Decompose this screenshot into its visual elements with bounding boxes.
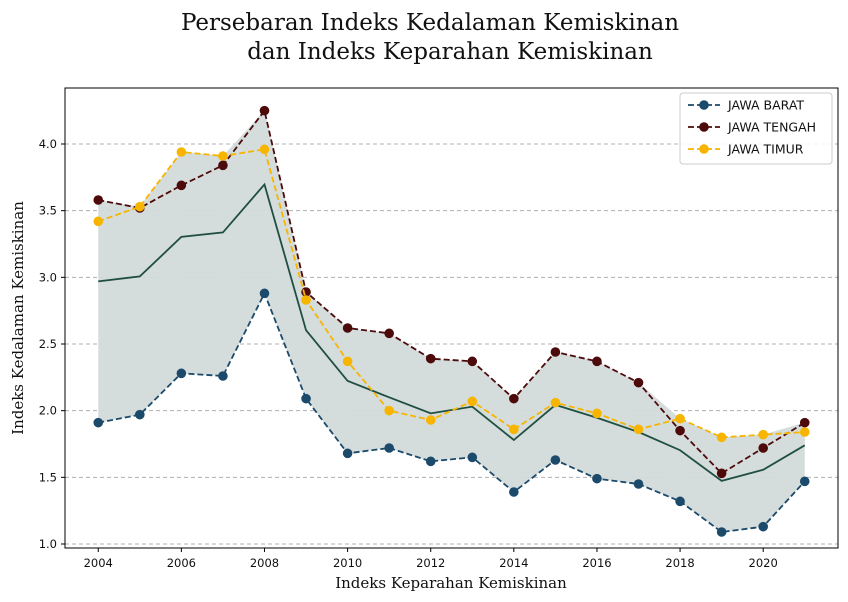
data-point-jawa-tengah: [509, 393, 519, 404]
data-point-jawa-barat: [799, 476, 810, 487]
y-tick-label: 1.5: [39, 470, 57, 484]
data-point-jawa-timur: [799, 427, 810, 437]
series-line-jawa-tengah: [98, 108, 806, 475]
series-layer: [93, 105, 810, 537]
data-point-jawa-barat: [550, 455, 561, 465]
data-point-jawa-timur: [93, 216, 104, 227]
data-point-jawa-tengah: [592, 356, 602, 367]
data-point-jawa-timur: [675, 413, 685, 424]
data-point-jawa-tengah: [467, 356, 478, 367]
data-point-jawa-tengah: [342, 323, 353, 333]
data-point-jawa-timur: [176, 147, 187, 157]
data-point-jawa-barat: [633, 479, 644, 489]
data-point-jawa-timur: [218, 151, 228, 161]
legend-label-jawa-timur: JAWA TIMUR: [727, 142, 804, 157]
data-point-jawa-timur: [259, 144, 270, 155]
data-point-jawa-barat: [592, 473, 602, 484]
data-point-jawa-barat: [301, 393, 311, 404]
data-point-jawa-timur: [301, 295, 311, 305]
x-tick-label: 2018: [665, 556, 694, 570]
data-point-jawa-tengah: [218, 160, 228, 171]
x-tick-label: 2012: [416, 556, 445, 570]
y-axis-label: Indeks Kedalaman Kemiskinan: [9, 201, 27, 435]
data-point-jawa-tengah: [259, 105, 270, 116]
range-band-layer: [98, 110, 806, 533]
data-point-jawa-barat: [467, 452, 478, 463]
chart-title-line-2: dan Indeks Keparahan Kemiskinan: [247, 39, 653, 65]
data-point-jawa-barat: [342, 448, 353, 459]
mean-line: [98, 182, 806, 482]
data-point-jawa-timur: [550, 397, 561, 408]
series-line-jawa-barat: [98, 291, 806, 533]
y-tick-label: 1.0: [39, 537, 57, 551]
x-tick-label: 2010: [333, 556, 362, 570]
data-point-jawa-timur: [758, 429, 768, 440]
legend-swatch-marker-jawa-barat: [699, 100, 709, 110]
legend: JAWA BARAT JAWA TENGAH JAWA TIMUR: [679, 92, 833, 165]
data-point-jawa-tengah: [675, 425, 685, 436]
data-point-jawa-tengah: [716, 468, 727, 479]
y-axis: 1.0 1.5 2.0 2.5 3.0 3.5 4.0: [39, 137, 65, 551]
legend-label-jawa-tengah: JAWA TENGAH: [727, 120, 816, 135]
data-point-jawa-barat: [716, 527, 727, 537]
data-point-jawa-timur: [342, 356, 353, 367]
y-tick-label: 2.0: [39, 404, 57, 418]
x-tick-label: 2004: [84, 556, 113, 570]
y-tick-label: 3.5: [39, 204, 57, 218]
data-point-jawa-barat: [135, 409, 145, 420]
plot-frame: [64, 87, 839, 549]
y-tick-label: 2.5: [39, 337, 57, 351]
data-point-jawa-barat: [425, 456, 436, 467]
data-point-jawa-timur: [135, 201, 145, 212]
range-band: [98, 110, 805, 533]
data-point-jawa-tengah: [633, 377, 644, 388]
data-point-jawa-tengah: [799, 417, 810, 428]
data-point-jawa-tengah: [425, 353, 436, 364]
legend-swatch-marker-jawa-timur: [699, 144, 709, 154]
x-tick-label: 2020: [749, 556, 778, 570]
data-point-jawa-timur: [633, 424, 644, 435]
data-point-jawa-barat: [176, 368, 187, 379]
data-point-jawa-barat: [93, 417, 104, 428]
y-tick-label: 3.0: [39, 270, 57, 284]
data-point-jawa-timur: [425, 415, 436, 425]
data-point-jawa-timur: [716, 432, 727, 443]
y-tick-label: 4.0: [39, 137, 57, 151]
data-point-jawa-tengah: [758, 443, 768, 453]
x-axis: 2004 2006 2008 2010 2012 2014 2016 2018 2020: [84, 548, 778, 570]
data-point-jawa-barat: [675, 496, 685, 507]
data-point-jawa-tengah: [93, 195, 104, 205]
x-tick-label: 2008: [250, 556, 279, 570]
x-tick-label: 2014: [499, 556, 528, 570]
data-point-jawa-timur: [384, 405, 394, 416]
data-point-jawa-barat: [384, 443, 394, 453]
data-point-jawa-barat: [259, 288, 270, 299]
data-point-jawa-timur: [467, 396, 478, 407]
data-point-jawa-barat: [758, 521, 768, 532]
data-point-jawa-tengah: [384, 328, 394, 339]
data-point-jawa-barat: [509, 487, 519, 497]
data-point-jawa-tengah: [176, 180, 187, 191]
x-tick-label: 2006: [167, 556, 196, 570]
legend-box: [679, 92, 833, 165]
x-tick-label: 2016: [582, 556, 611, 570]
series-line-jawa-timur: [97, 148, 805, 439]
legend-label-jawa-barat: JAWA BARAT: [727, 98, 804, 113]
x-axis-label: Indeks Keparahan Kemiskinan: [335, 574, 567, 592]
legend-swatch-marker-jawa-tengah: [699, 122, 709, 132]
data-point-jawa-timur: [592, 408, 602, 419]
data-point-jawa-timur: [509, 424, 519, 435]
chart-title-line-1: Persebaran Indeks Kedalaman Kemiskinan: [181, 10, 679, 36]
data-point-jawa-tengah: [550, 347, 561, 357]
data-point-jawa-barat: [218, 371, 228, 381]
